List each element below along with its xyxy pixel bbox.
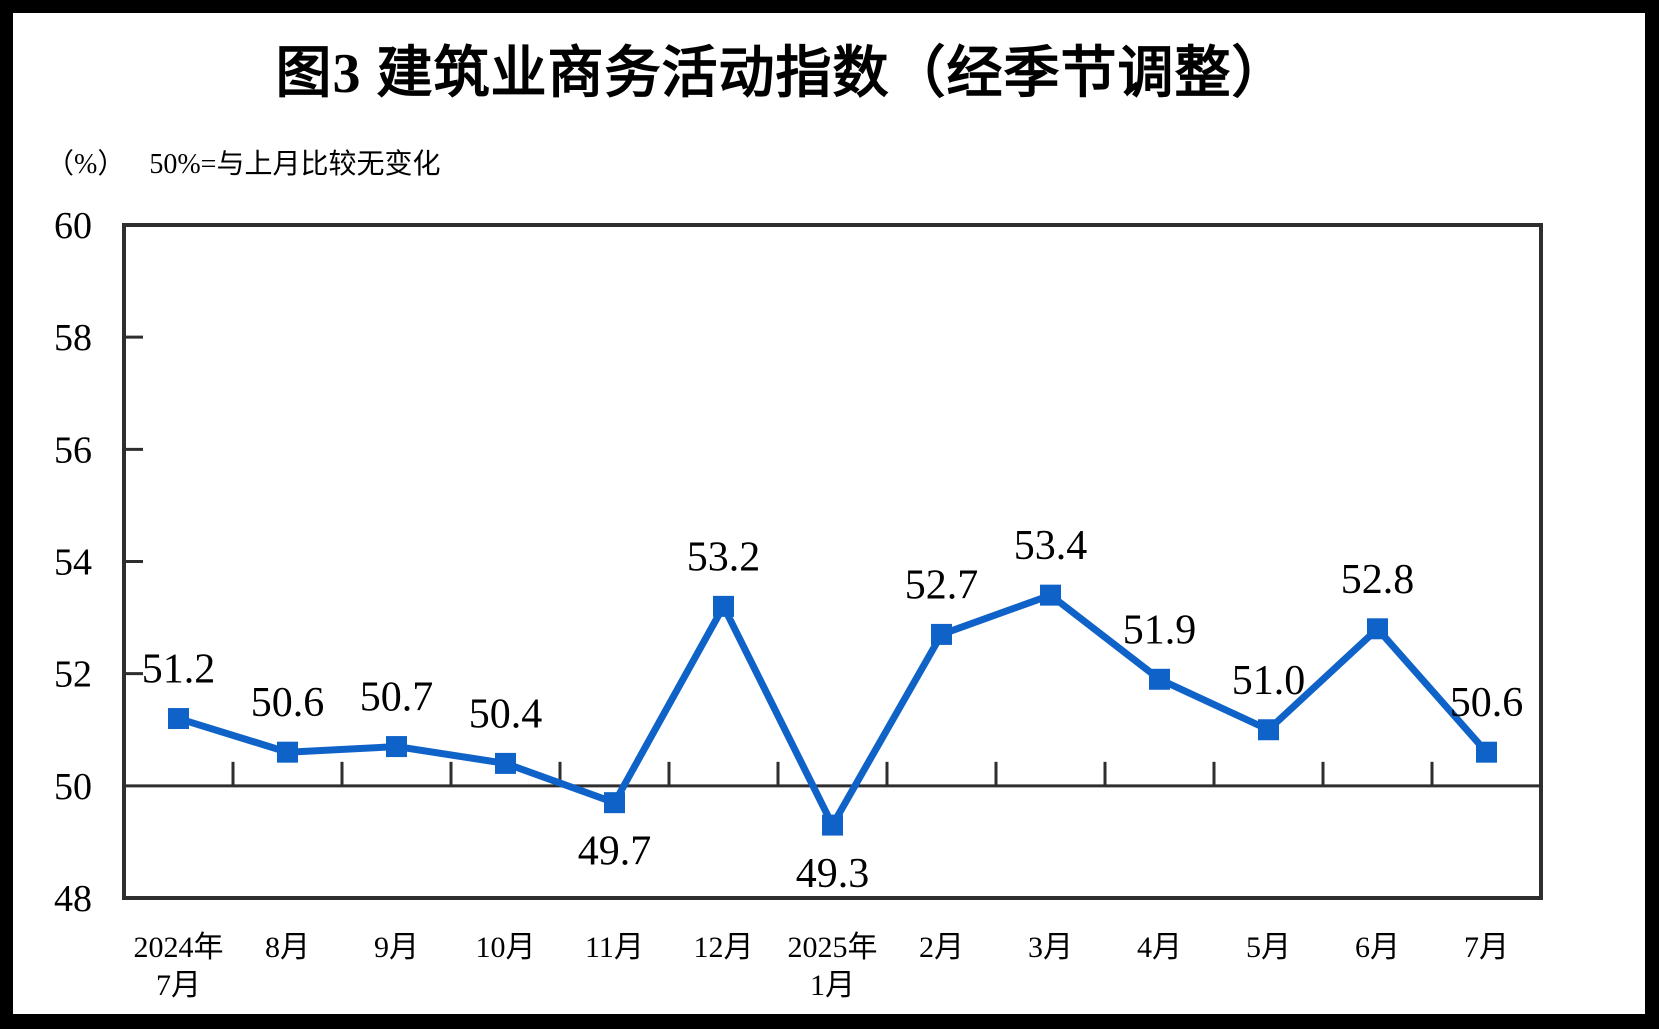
x-axis-label: 9月	[374, 931, 419, 964]
x-axis-label: 10月	[476, 931, 536, 964]
y-axis-label: 50	[54, 766, 92, 808]
y-axis-label: 56	[54, 429, 92, 471]
data-point-label: 50.6	[251, 680, 325, 726]
data-point-marker	[495, 752, 516, 774]
x-axis-label: 12月	[694, 931, 754, 964]
data-point-marker	[277, 741, 298, 763]
x-axis-label: 8月	[265, 931, 310, 964]
chart-subtitle: （%） 50%=与上月比较无变化	[46, 142, 440, 182]
data-point-label: 50.7	[360, 675, 434, 721]
data-point-label: 51.0	[1232, 658, 1306, 704]
data-point-label: 51.2	[142, 647, 216, 693]
data-point-label: 50.6	[1450, 680, 1524, 726]
x-axis-label: 7月	[1464, 931, 1509, 964]
plot-frame	[122, 223, 1543, 900]
data-point-label: 52.7	[905, 562, 979, 608]
data-point-label: 51.9	[1123, 607, 1197, 653]
x-axis-label: 6月	[1355, 931, 1400, 964]
data-point-marker	[604, 792, 625, 814]
data-point-label: 53.4	[1014, 523, 1088, 569]
y-axis-label: 48	[54, 878, 92, 920]
chart-background-panel	[13, 13, 1645, 1014]
axis-note: 50%=与上月比较无变化	[149, 149, 441, 180]
unit-label: （%）	[46, 149, 126, 180]
x-axis-label-line2: 1月	[810, 969, 855, 1002]
x-axis-label-line2: 7月	[156, 969, 201, 1002]
y-axis-label: 52	[54, 654, 92, 696]
data-point-marker	[1258, 719, 1279, 741]
data-point-marker	[1367, 618, 1388, 640]
data-point-label: 50.4	[469, 691, 543, 737]
x-axis-label: 2024年	[134, 931, 224, 964]
chart-title: 图3 建筑业商务活动指数（经季节调整）	[275, 43, 1289, 105]
data-point-marker	[931, 623, 952, 645]
x-axis-label: 2月	[919, 931, 964, 964]
data-point-marker	[1149, 668, 1170, 690]
x-axis-label: 4月	[1137, 931, 1182, 964]
data-point-marker	[1476, 741, 1497, 763]
y-axis-label: 60	[54, 205, 92, 247]
data-point-label: 53.2	[687, 534, 761, 580]
x-axis-label: 11月	[585, 931, 644, 964]
x-axis-label: 5月	[1246, 931, 1291, 964]
data-point-label: 49.7	[578, 829, 652, 875]
x-axis-label: 2025年	[788, 931, 878, 964]
data-point-label: 49.3	[796, 851, 870, 897]
y-axis-label: 54	[54, 542, 92, 584]
data-point-marker	[822, 814, 843, 836]
data-point-marker	[1040, 584, 1061, 606]
data-point-marker	[386, 736, 407, 758]
data-point-label: 52.8	[1341, 557, 1415, 603]
data-point-marker	[713, 595, 734, 617]
y-axis-label: 58	[54, 317, 92, 359]
x-axis-label: 3月	[1028, 931, 1073, 964]
data-point-marker	[168, 708, 189, 730]
